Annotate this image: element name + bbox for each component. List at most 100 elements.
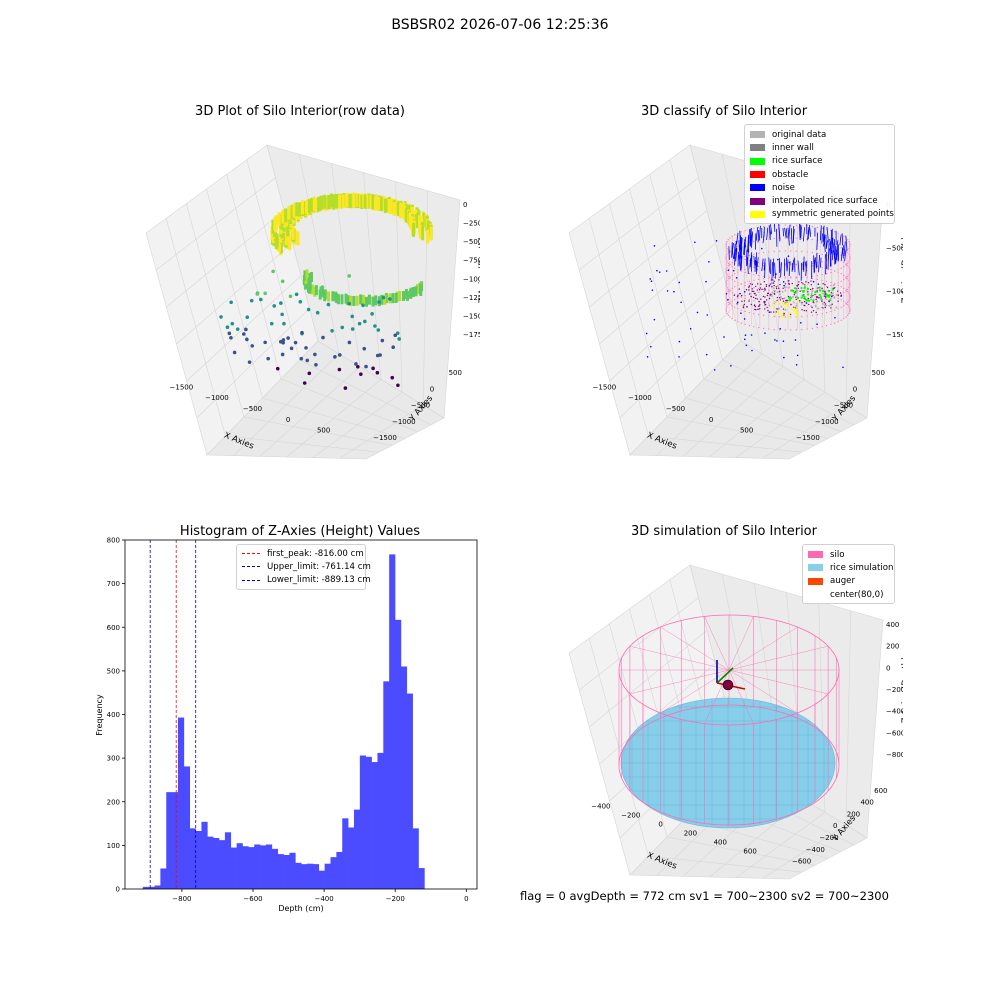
interp-point xyxy=(803,300,806,303)
interp-point xyxy=(773,284,775,287)
panel2-title: 3D classify of Silo Interior xyxy=(640,104,808,119)
data-point xyxy=(414,214,418,229)
data-point xyxy=(279,301,283,305)
data-point xyxy=(250,344,255,348)
silo-point xyxy=(729,290,731,292)
interp-point xyxy=(824,283,826,286)
silo-point xyxy=(784,250,786,252)
y-tick-label: −1500 xyxy=(373,434,397,442)
data-point xyxy=(293,340,298,345)
noise-point xyxy=(816,232,819,250)
z-tick-label: −1500 xyxy=(463,312,480,320)
orig-point xyxy=(798,300,801,303)
interp-point xyxy=(748,285,751,287)
silo-point xyxy=(748,254,750,256)
silo-point xyxy=(763,291,765,293)
legend-entry-rice-simulation: rice simulation xyxy=(808,561,893,574)
histogram-bar xyxy=(195,830,202,889)
silo-point xyxy=(784,316,786,318)
silo-point xyxy=(801,328,803,331)
silo-point xyxy=(753,266,755,268)
silo-point xyxy=(758,291,760,293)
silo-point xyxy=(826,280,828,282)
noise-point xyxy=(740,255,743,270)
x-tick-label: 0 xyxy=(286,416,290,424)
orig-point xyxy=(781,290,784,293)
noise-point xyxy=(678,281,681,284)
noise-point xyxy=(804,261,807,272)
data-point xyxy=(330,328,334,333)
data-point xyxy=(334,193,338,208)
orig-point xyxy=(817,307,820,310)
noise-point xyxy=(743,241,745,255)
data-point xyxy=(363,319,367,324)
orig-point xyxy=(783,297,786,300)
interp-point xyxy=(759,287,762,289)
silo-point xyxy=(779,289,781,291)
silo-point xyxy=(727,304,729,306)
silo-point xyxy=(811,301,813,303)
legend-entry-symmetric: symmetric generated points xyxy=(750,208,894,221)
data-point xyxy=(380,338,385,343)
legend-entry-rice-surface: rice surface xyxy=(750,155,889,168)
y-tick-label: 400 xyxy=(860,799,873,807)
noise-point xyxy=(750,227,752,245)
histogram-bar xyxy=(301,864,308,889)
data-point xyxy=(232,350,237,355)
interp-point xyxy=(742,306,745,309)
noise-point xyxy=(696,311,699,314)
interp-point xyxy=(751,283,754,286)
noise-point xyxy=(844,249,847,262)
interp-point xyxy=(754,305,757,308)
z-tick-label: −1750 xyxy=(463,331,480,339)
noise-point xyxy=(770,224,773,235)
silo-point xyxy=(731,318,733,320)
orig-point xyxy=(771,291,774,294)
noise-point xyxy=(755,252,758,266)
data-point xyxy=(392,202,396,217)
interp-point xyxy=(765,303,767,306)
data-point xyxy=(287,205,291,220)
legend-swatch xyxy=(808,577,823,585)
data-point xyxy=(347,274,352,278)
histogram-bar xyxy=(207,836,214,889)
noise-point xyxy=(739,230,741,245)
silo-point xyxy=(748,267,750,269)
silo-point xyxy=(843,292,845,294)
noise-point xyxy=(743,338,746,341)
histogram-chart: −800 −600 −400 −200 0 0 100 200 300 400 500 600 700 8… xyxy=(95,537,478,913)
orig-point xyxy=(768,294,771,297)
silo-point xyxy=(734,306,736,308)
interp-point xyxy=(760,283,762,285)
interp-point xyxy=(783,312,785,315)
silo-point xyxy=(845,303,847,305)
silo-point xyxy=(801,237,803,240)
x-tick-label: −500 xyxy=(243,405,262,413)
data-point xyxy=(355,295,359,306)
data-point xyxy=(338,194,342,209)
panel1-title: 3D Plot of Silo Interior(row data) xyxy=(195,104,405,119)
z-tick-label: −1500 xyxy=(886,331,903,339)
x-tick-label: 200 xyxy=(684,830,697,838)
data-point xyxy=(272,304,277,308)
data-point xyxy=(365,296,368,307)
noise-point xyxy=(768,284,771,287)
data-point xyxy=(397,201,401,216)
silo-point xyxy=(845,276,847,278)
silo-point xyxy=(834,309,836,311)
noise-point xyxy=(817,283,820,285)
legend-swatch xyxy=(750,210,765,218)
silo-point xyxy=(725,311,727,313)
z-tick-label: −600 xyxy=(886,729,903,737)
silo-point xyxy=(726,240,728,243)
grid-line xyxy=(225,435,380,453)
data-point xyxy=(333,355,337,359)
noise-point xyxy=(783,284,785,287)
legend-entry-center: center(80,0) xyxy=(808,588,889,601)
interp-point xyxy=(810,311,813,313)
y-tick-label: 700 xyxy=(107,580,120,588)
interp-point xyxy=(746,305,748,308)
silo-point xyxy=(740,296,742,298)
noise-point xyxy=(730,365,732,367)
noise-point xyxy=(778,222,781,240)
